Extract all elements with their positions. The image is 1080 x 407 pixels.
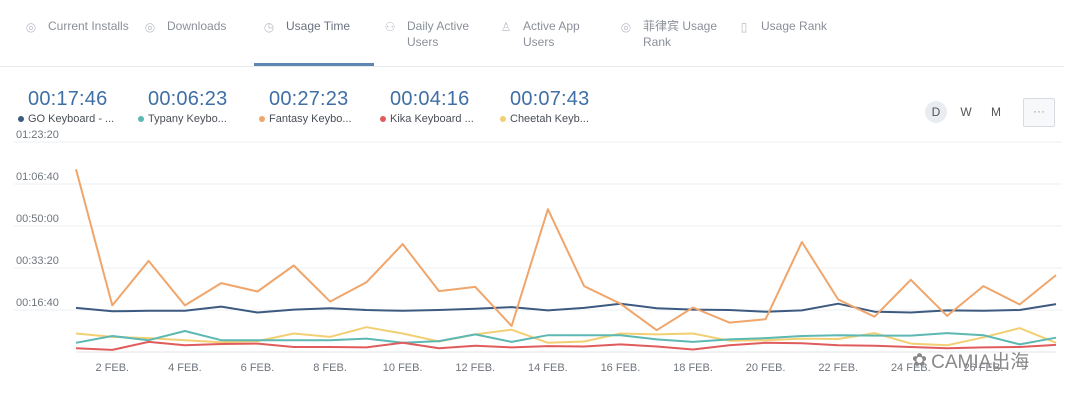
x-tick-label: 4 FEB. [168, 362, 202, 374]
tab-current-installs[interactable]: ◎ Current Installs [24, 18, 129, 34]
x-tick-label: 10 FEB. [383, 362, 423, 374]
tab-label: 菲律宾 Usage Rank [643, 19, 718, 49]
x-tick-label: 6 FEB. [241, 362, 275, 374]
series-line-3[interactable] [75, 340, 1057, 351]
phone-icon: ▯ [740, 20, 748, 34]
tab-active-app-users[interactable]: ♙ Active App Users [499, 18, 605, 50]
circle-dot-icon: ◎ [620, 20, 632, 34]
summary-value: 00:27:23 [269, 88, 349, 110]
x-tick-label: 2 FEB. [95, 362, 129, 374]
clock-icon: ◷ [263, 20, 275, 34]
wechat-icon: ✿ [912, 350, 928, 370]
summary-value: 00:06:23 [148, 88, 228, 110]
x-tick-label: 8 FEB. [313, 362, 347, 374]
summary-app-name: GO Keyboard - ... [18, 113, 114, 125]
summary-app-label: Cheetah Keyb... [510, 113, 589, 125]
summary-item[interactable]: 00:27:23 Fantasy Keybo... [259, 88, 352, 125]
users-icon: ⚇ [384, 20, 396, 34]
summary-item[interactable]: 00:04:16 Kika Keyboard ... [380, 88, 474, 125]
summary-app-label: Fantasy Keybo... [269, 113, 352, 125]
tab-usage-rank[interactable]: ◎ 菲律宾 Usage Rank [619, 18, 725, 50]
series-color-dot [138, 116, 144, 122]
summary-app-name: Cheetah Keyb... [500, 113, 589, 125]
usage-time-line-chart: 01:23:20 01:06:40 00:50:00 00:33:20 00:16:40… [14, 130, 1062, 374]
x-tick-label: 18 FEB. [673, 362, 713, 374]
summary-app-label: GO Keyboard - ... [28, 113, 115, 125]
watermark: ✿ CAMIA出海 [912, 347, 1029, 374]
summary-app-name: Fantasy Keybo... [259, 113, 352, 125]
tab-usage-rank[interactable]: ▯ Usage Rank [737, 18, 827, 34]
y-tick-label: 01:23:20 [16, 130, 59, 141]
series-color-dot [500, 116, 506, 122]
summary-value: 00:17:46 [28, 88, 108, 110]
series-line-0[interactable] [75, 302, 1057, 314]
x-tick-label: 22 FEB. [818, 362, 858, 374]
series-color-dot [18, 116, 24, 122]
summary-item[interactable]: 00:17:46 GO Keyboard - ... [18, 88, 114, 125]
tab-label: Usage Rank [761, 19, 828, 33]
x-tick-label: 20 FEB. [746, 362, 786, 374]
circle-dot-icon: ◎ [25, 20, 37, 34]
series-line-2[interactable] [75, 169, 1057, 332]
tab-downloads[interactable]: ◎ Downloads [143, 18, 227, 34]
tab-label: Current Installs [48, 19, 129, 33]
tab-label: Usage Time [286, 19, 351, 33]
metric-tabs: ◎ Current Installs ◎ Downloads ◷ Usage Time ⚇ D… [0, 0, 1064, 67]
tab-label: Daily Active Users [407, 19, 470, 49]
x-tick-label: 16 FEB. [601, 362, 641, 374]
period-d-button[interactable]: D [925, 101, 947, 123]
y-tick-label: 01:06:40 [16, 171, 59, 183]
more-options-button[interactable]: ··· [1023, 98, 1055, 127]
series-color-dot [380, 116, 386, 122]
x-tick-label: 24 FEB. [891, 362, 931, 374]
tab-daily-active-users[interactable]: ⚇ Daily Active Users [383, 18, 489, 50]
circle-dot-icon: ◎ [144, 20, 156, 34]
summary-item[interactable]: 00:07:43 Cheetah Keyb... [500, 88, 589, 125]
summary-item[interactable]: 00:06:23 Typany Keybo... [138, 88, 227, 125]
summary-app-name: Kika Keyboard ... [380, 113, 474, 125]
user-icon: ♙ [500, 20, 512, 34]
y-tick-label: 00:50:00 [16, 213, 59, 225]
tab-label: Downloads [167, 19, 227, 33]
y-tick-label: 00:16:40 [16, 297, 59, 309]
period-w-button[interactable]: W [960, 105, 972, 119]
period-m-button[interactable]: M [991, 105, 1001, 119]
summary-value: 00:04:16 [390, 88, 470, 110]
series-line-1[interactable] [75, 330, 1057, 346]
summary-app-name: Typany Keybo... [138, 113, 227, 125]
summary-value: 00:07:43 [510, 88, 590, 110]
active-tab-underline [254, 63, 374, 66]
tab-label: Active App Users [523, 19, 580, 49]
series-line-4[interactable] [75, 326, 1057, 347]
series-color-dot [259, 116, 265, 122]
x-tick-label: 26 FEB. [964, 362, 1004, 374]
tab-usage-time[interactable]: ◷ Usage Time [262, 18, 350, 34]
y-tick-label: 00:33:20 [16, 255, 59, 267]
summary-app-label: Kika Keyboard ... [390, 113, 474, 125]
x-tick-label: 14 FEB. [528, 362, 568, 374]
summary-app-label: Typany Keybo... [148, 113, 227, 125]
x-tick-label: 12 FEB. [455, 362, 495, 374]
watermark-text: CAMIA出海 [931, 352, 1030, 373]
